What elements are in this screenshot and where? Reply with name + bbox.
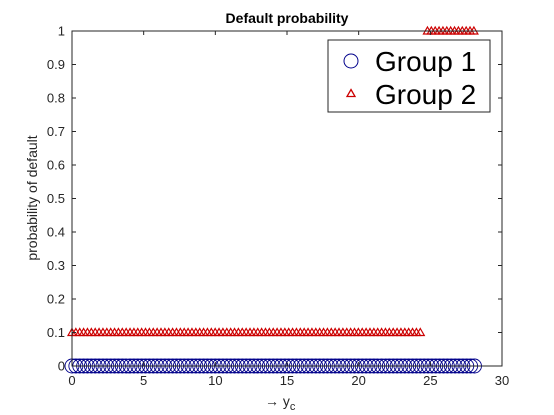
y-tick-label: 0.6 — [47, 158, 65, 173]
y-axis: 0 0.1 0.2 0.3 0.4 0.5 0.6 0.7 0.8 0.9 1 — [47, 24, 502, 374]
legend: Group 1 Group 2 — [327, 39, 491, 113]
x-tick-label: 0 — [68, 373, 75, 388]
x-tick-label: 30 — [495, 373, 509, 388]
legend-label-group-1: Group 1 — [375, 46, 476, 77]
legend-box — [327, 39, 491, 113]
y-tick-label: 0.4 — [47, 225, 65, 240]
x-axis-label-subscript: c — [290, 401, 296, 413]
x-tick-label: 20 — [351, 373, 365, 388]
legend-circle-marker — [343, 53, 359, 69]
y-tick-label: 0.3 — [47, 258, 65, 273]
y-axis-label: probability of default — [24, 135, 40, 260]
group-2-point — [415, 327, 426, 337]
y-tick-label: 0.7 — [47, 124, 65, 139]
y-tick-label: 0.5 — [47, 191, 65, 206]
x-tick-label: 15 — [280, 373, 294, 388]
x-axis: 0 5 10 15 20 25 30 — [68, 31, 509, 388]
chart-title: Default probability — [226, 10, 349, 26]
y-tick-label: 0.1 — [47, 325, 65, 340]
legend-label-group-2: Group 2 — [375, 79, 476, 110]
x-tick-label: 10 — [208, 373, 222, 388]
y-tick-label: 1 — [58, 24, 65, 39]
x-axis-label-main: → y — [265, 393, 290, 409]
x-axis-label: → yc — [265, 393, 296, 413]
y-tick-label: 0.9 — [47, 57, 65, 72]
y-tick-label: 0.2 — [47, 292, 65, 307]
y-tick-label: 0.8 — [47, 91, 65, 106]
x-tick-label: 5 — [140, 373, 147, 388]
x-tick-label: 25 — [423, 373, 437, 388]
legend-triangle-marker — [345, 88, 357, 98]
y-tick-label: 0 — [58, 359, 65, 374]
